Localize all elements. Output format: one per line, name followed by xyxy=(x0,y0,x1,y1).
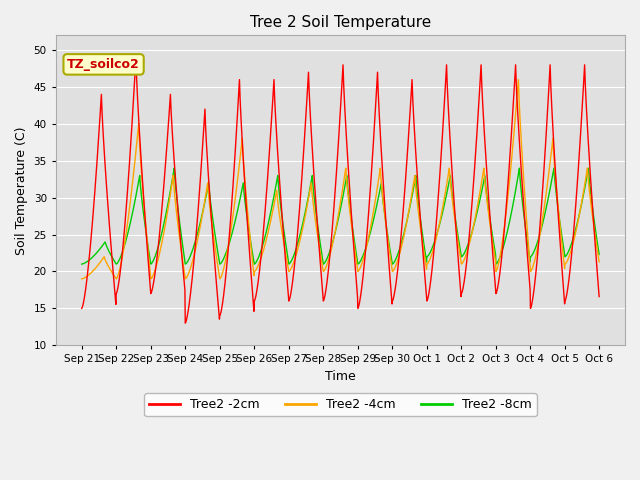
Tree2 -2cm xyxy=(78,305,86,311)
Tree2 -4cm xyxy=(118,257,125,263)
Tree2 -4cm xyxy=(298,232,305,238)
Tree2 -8cm xyxy=(78,261,86,267)
Line: Tree2 -2cm: Tree2 -2cm xyxy=(82,58,599,323)
Tree2 -2cm xyxy=(118,256,125,262)
Tree2 -8cm xyxy=(298,226,305,231)
Tree2 -4cm xyxy=(78,276,86,282)
Text: TZ_soilco2: TZ_soilco2 xyxy=(67,58,140,71)
Tree2 -4cm xyxy=(372,192,380,198)
Tree2 -2cm xyxy=(140,188,147,193)
Tree2 -4cm xyxy=(139,187,147,192)
Tree2 -4cm xyxy=(515,77,522,83)
Tree2 -2cm xyxy=(373,82,381,87)
Tree2 -2cm xyxy=(595,294,603,300)
Tree2 -8cm xyxy=(139,205,147,211)
Tree2 -2cm xyxy=(318,281,326,287)
Tree2 -2cm xyxy=(132,55,140,60)
Tree2 -2cm xyxy=(181,320,189,326)
Tree2 -8cm xyxy=(308,173,316,179)
Legend: Tree2 -2cm, Tree2 -4cm, Tree2 -8cm: Tree2 -2cm, Tree2 -4cm, Tree2 -8cm xyxy=(144,394,537,417)
Tree2 -2cm xyxy=(308,152,316,157)
Tree2 -8cm xyxy=(118,251,125,257)
Tree2 -4cm xyxy=(595,259,603,265)
Title: Tree 2 Soil Temperature: Tree 2 Soil Temperature xyxy=(250,15,431,30)
Tree2 -8cm xyxy=(170,165,178,171)
Tree2 -8cm xyxy=(318,250,326,256)
Y-axis label: Soil Temperature (C): Soil Temperature (C) xyxy=(15,126,28,254)
Tree2 -4cm xyxy=(317,256,325,262)
Line: Tree2 -4cm: Tree2 -4cm xyxy=(82,80,599,279)
Line: Tree2 -8cm: Tree2 -8cm xyxy=(82,168,599,264)
Tree2 -8cm xyxy=(372,204,380,210)
Tree2 -2cm xyxy=(298,174,306,180)
Tree2 -8cm xyxy=(595,252,603,257)
X-axis label: Time: Time xyxy=(325,370,356,383)
Tree2 -4cm xyxy=(308,189,316,195)
